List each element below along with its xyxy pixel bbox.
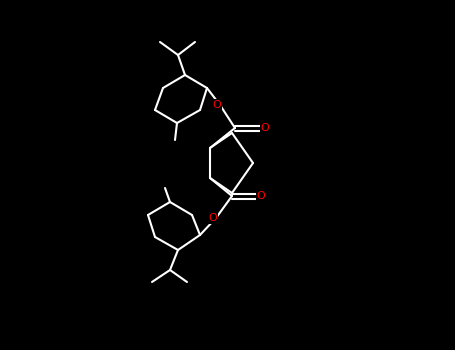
Text: O: O [257, 191, 265, 201]
Text: O: O [212, 100, 222, 110]
Text: O: O [261, 123, 269, 133]
Text: O: O [209, 213, 217, 223]
